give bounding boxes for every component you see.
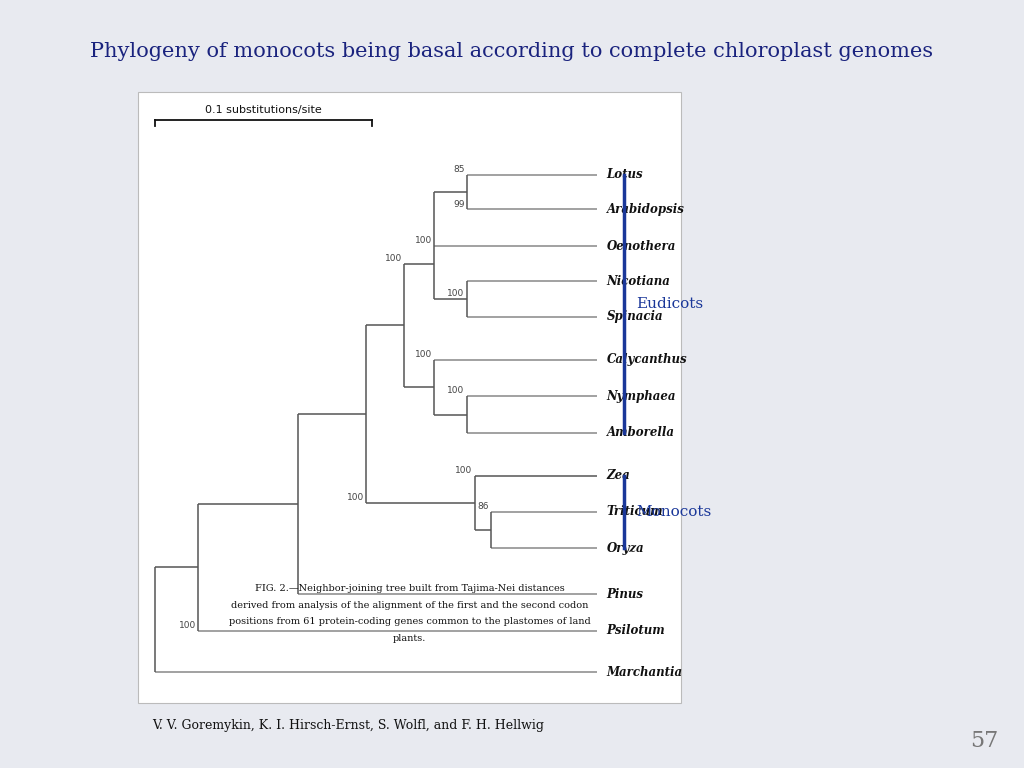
Text: Eudicots: Eudicots [636,296,703,311]
Text: derived from analysis of the alignment of the first and the second codon: derived from analysis of the alignment o… [231,601,588,610]
Text: 100: 100 [347,493,365,502]
Text: 57: 57 [970,730,998,752]
Text: Phylogeny of monocots being basal according to complete chloroplast genomes: Phylogeny of monocots being basal accord… [90,42,934,61]
Text: Monocots: Monocots [636,505,712,519]
Text: 100: 100 [178,621,196,630]
FancyBboxPatch shape [138,92,681,703]
Text: 100: 100 [385,254,402,263]
Text: 100: 100 [415,237,432,245]
Text: 100: 100 [456,466,473,475]
Text: Oenothera: Oenothera [606,240,676,253]
Text: Arabidopsis: Arabidopsis [606,203,684,216]
Text: Lotus: Lotus [606,168,643,181]
Text: Nymphaea: Nymphaea [606,389,676,402]
Text: positions from 61 protein-coding genes common to the plastomes of land: positions from 61 protein-coding genes c… [228,617,591,627]
Text: 0.1 substitutions/site: 0.1 substitutions/site [205,105,322,115]
Text: Nicotiana: Nicotiana [606,275,671,288]
Text: V. V. Goremykin, K. I. Hirsch-Ernst, S. Wolfl, and F. H. Hellwig: V. V. Goremykin, K. I. Hirsch-Ernst, S. … [153,720,544,732]
Text: Triticum: Triticum [606,505,664,518]
Text: plants.: plants. [393,634,426,644]
Text: 86: 86 [477,502,489,511]
Text: 100: 100 [447,386,465,396]
Text: 85: 85 [453,165,465,174]
Text: Psilotum: Psilotum [606,624,666,637]
Text: 99: 99 [453,200,465,209]
Text: Calycanthus: Calycanthus [606,353,687,366]
Text: Amborella: Amborella [606,426,675,439]
Text: FIG. 2.—Neighbor-joining tree built from Tajima-Nei distances: FIG. 2.—Neighbor-joining tree built from… [255,584,564,593]
Text: Marchantia: Marchantia [606,666,683,679]
Text: Pinus: Pinus [606,588,644,601]
Text: Spinacia: Spinacia [606,310,664,323]
Text: Oryza: Oryza [606,541,644,554]
Text: Zea: Zea [606,469,631,482]
Text: 100: 100 [415,349,432,359]
Text: 100: 100 [447,290,465,299]
